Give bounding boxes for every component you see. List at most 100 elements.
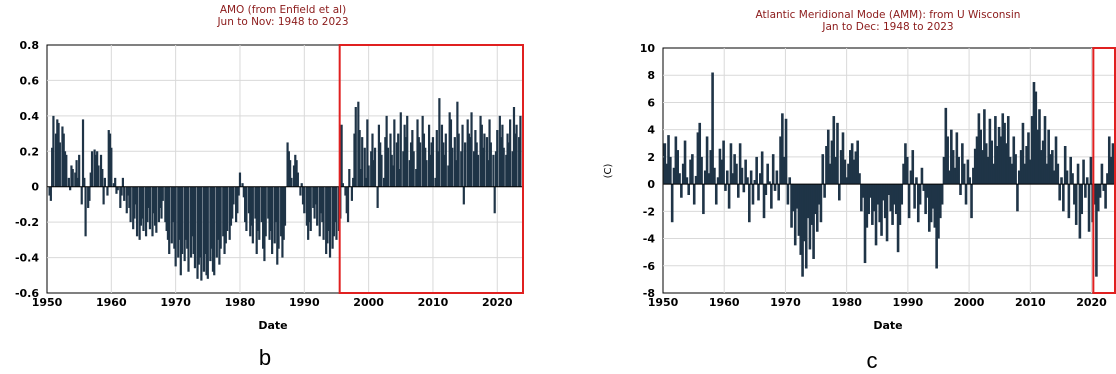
bar [319, 186, 323, 214]
bar [129, 186, 132, 223]
bar [698, 122, 702, 185]
bar [942, 156, 946, 185]
highlight-box [1092, 47, 1116, 294]
bar [63, 151, 67, 187]
bar [119, 186, 122, 208]
bar [937, 184, 940, 239]
x-tick-label: 2020 [482, 296, 513, 309]
bar [951, 150, 955, 185]
bar [359, 169, 362, 187]
bar [506, 133, 509, 187]
bar [1038, 109, 1041, 185]
bar [442, 142, 445, 187]
bar [108, 133, 112, 187]
bar [80, 186, 83, 205]
bar [170, 186, 173, 244]
bar [249, 186, 252, 237]
bar [753, 180, 757, 185]
bar [326, 186, 329, 244]
bar [729, 143, 733, 185]
bar [509, 119, 512, 187]
bar [773, 184, 777, 191]
bar [84, 186, 87, 237]
x-tick-label: 2000 [954, 296, 985, 309]
bar [1023, 163, 1027, 185]
bar [1104, 184, 1107, 209]
y-tick-label: -0.6 [15, 287, 39, 300]
bar [398, 169, 401, 187]
bar [1111, 143, 1115, 185]
bar [184, 186, 188, 240]
bar [784, 118, 788, 185]
bar [223, 186, 226, 255]
bar [691, 154, 694, 185]
bar [1058, 184, 1061, 201]
bar [147, 186, 150, 208]
bar [346, 186, 350, 223]
bar [867, 184, 870, 215]
bar [166, 186, 170, 240]
bar [1043, 116, 1047, 185]
bar [417, 137, 420, 187]
bar [457, 133, 460, 187]
bar [260, 186, 263, 223]
bar [161, 186, 164, 201]
bar [493, 186, 496, 214]
bar [358, 130, 361, 187]
bar [321, 186, 324, 223]
bar [861, 184, 865, 198]
bar [489, 142, 492, 187]
bar [422, 133, 426, 187]
bar [1052, 170, 1056, 185]
bar [482, 147, 485, 187]
y-tick-label: 0.6 [20, 74, 40, 87]
bar [421, 115, 424, 187]
bar [440, 124, 444, 187]
bar [786, 184, 790, 205]
bar [404, 137, 408, 187]
panel-label: c [867, 348, 878, 373]
bar [874, 184, 878, 246]
bar [371, 133, 374, 187]
bar [1067, 184, 1071, 219]
bar [110, 147, 113, 187]
bar [231, 186, 234, 219]
bar [449, 119, 453, 187]
bar [424, 147, 427, 187]
bar [218, 186, 221, 265]
chart-subtitle: Jun to Nov: 1948 to 2023 [216, 16, 348, 28]
bar [1078, 184, 1082, 239]
bar [992, 163, 995, 185]
bar [902, 163, 905, 185]
bar [826, 129, 830, 185]
bar [920, 167, 924, 185]
bar [885, 184, 889, 242]
bar [51, 147, 54, 187]
bar [159, 186, 162, 208]
bar [683, 140, 687, 185]
y-tick-label: 0.8 [20, 39, 40, 52]
bar [948, 170, 951, 185]
bar [309, 186, 312, 231]
bar [250, 186, 253, 226]
bar [425, 160, 428, 187]
bar [303, 186, 306, 214]
bar [292, 165, 296, 187]
bar [692, 184, 696, 205]
bar [1051, 150, 1054, 185]
bar [115, 186, 118, 194]
bar [918, 184, 922, 205]
bar [345, 186, 348, 214]
bar [720, 159, 724, 185]
bar [663, 143, 667, 185]
bar [247, 186, 251, 214]
bar [318, 186, 321, 237]
bar [1098, 184, 1102, 198]
bar [88, 186, 91, 201]
bar [1040, 150, 1043, 185]
bar [83, 177, 86, 187]
bar [744, 159, 747, 185]
bar [865, 184, 869, 228]
bar [514, 133, 517, 187]
bar [762, 184, 766, 219]
